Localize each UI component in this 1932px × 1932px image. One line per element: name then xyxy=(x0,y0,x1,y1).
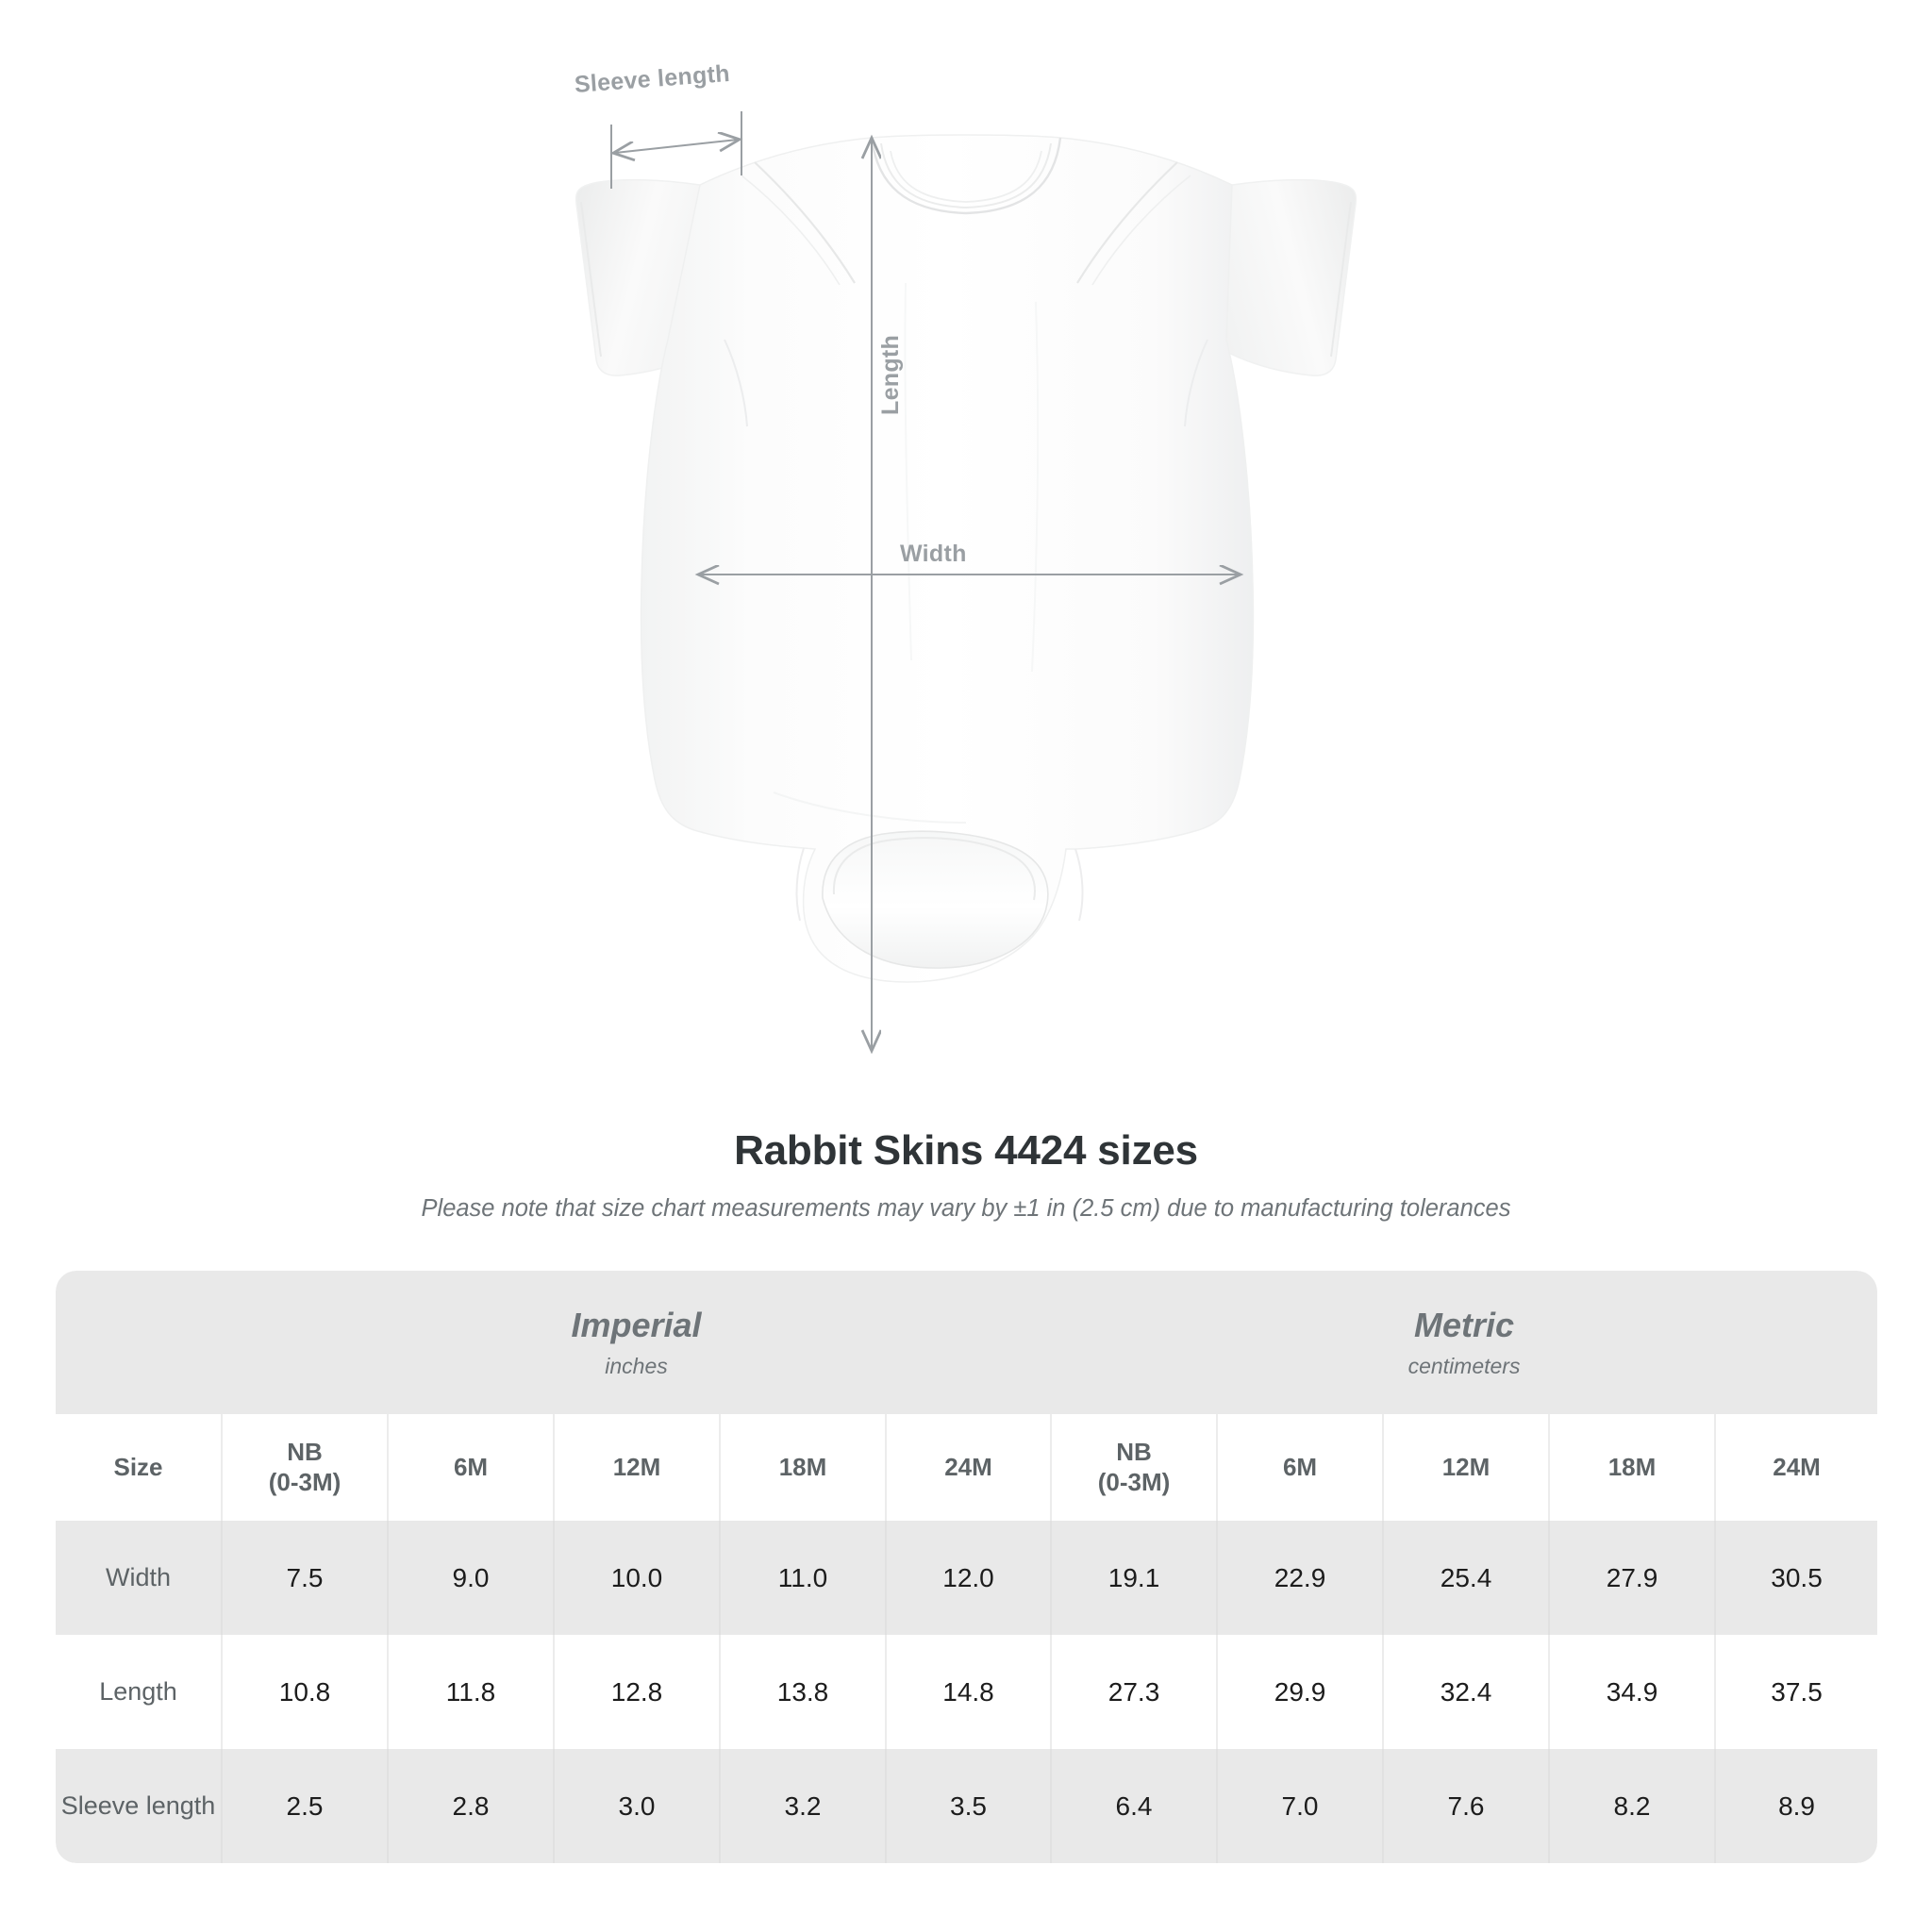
unit-banner-spacer xyxy=(56,1271,222,1414)
right-sleeve-hem xyxy=(1330,201,1352,358)
unit-system-name-metric: Metric xyxy=(1414,1305,1515,1344)
cell-length-imperial-24m: 14.8 xyxy=(884,1635,1052,1749)
right-armhole-seam xyxy=(1184,339,1208,427)
cell-sleeve-imperial-18m: 3.2 xyxy=(719,1749,886,1863)
size-label-line2: (0-3M) xyxy=(1097,1467,1171,1496)
cell-width-metric-18m: 27.9 xyxy=(1548,1521,1716,1635)
right-lap-shoulder-fold xyxy=(1091,175,1191,286)
cell-sleeve-metric-6m: 7.0 xyxy=(1216,1749,1384,1863)
column-header-imperial-12m: 12M xyxy=(553,1414,720,1521)
size-header-row: Size NB (0-3M) 6M 12M 18M 24M NB (0-3M) … xyxy=(56,1414,1878,1521)
cell-sleeve-metric-18m: 8.2 xyxy=(1548,1749,1716,1863)
unit-system-banner-row: Imperial inches Metric centimeters xyxy=(56,1271,1878,1414)
fabric-fold-2 xyxy=(1031,301,1040,673)
cell-length-imperial-nb: 10.8 xyxy=(221,1635,388,1749)
size-label-line1: NB xyxy=(1116,1437,1152,1466)
row-header-width: Width xyxy=(56,1521,222,1635)
column-header-metric-nb: NB (0-3M) xyxy=(1050,1414,1218,1521)
cell-width-imperial-nb: 7.5 xyxy=(221,1521,388,1635)
torso xyxy=(640,134,1255,983)
unit-group-metric: Metric centimeters xyxy=(1051,1271,1878,1414)
column-header-imperial-6m: 6M xyxy=(387,1414,554,1521)
collar-outer xyxy=(870,137,1062,215)
column-header-imperial-24m: 24M xyxy=(884,1414,1052,1521)
column-header-metric-6m: 6M xyxy=(1216,1414,1384,1521)
snap-flap-stitch xyxy=(832,837,1036,901)
cell-sleeve-metric-24m: 8.9 xyxy=(1714,1749,1878,1863)
left-leg-opening xyxy=(795,847,805,922)
size-label-line1: NB xyxy=(287,1437,323,1466)
cell-width-imperial-6m: 9.0 xyxy=(387,1521,554,1635)
cell-length-metric-6m: 29.9 xyxy=(1216,1635,1384,1749)
cell-width-imperial-18m: 11.0 xyxy=(719,1521,886,1635)
size-label-line2: (0-3M) xyxy=(268,1467,341,1496)
cell-sleeve-metric-12m: 7.6 xyxy=(1382,1749,1550,1863)
row-header-sleeve-length: Sleeve length xyxy=(56,1749,222,1863)
right-leg-opening xyxy=(1074,848,1084,922)
column-header-metric-24m: 24M xyxy=(1714,1414,1878,1521)
length-guide-label: Length xyxy=(877,334,904,415)
cell-width-imperial-12m: 10.0 xyxy=(553,1521,720,1635)
size-table-container: Imperial inches Metric centimeters Size … xyxy=(56,1271,1878,1863)
cell-width-metric-nb: 19.1 xyxy=(1050,1521,1218,1635)
cell-sleeve-imperial-12m: 3.0 xyxy=(553,1749,720,1863)
right-lap-shoulder-seam xyxy=(1076,161,1178,284)
fabric-fold-1 xyxy=(904,282,912,661)
cell-length-imperial-12m: 12.8 xyxy=(553,1635,720,1749)
page-title: Rabbit Skins 4424 sizes xyxy=(734,1127,1198,1174)
cell-width-metric-24m: 30.5 xyxy=(1714,1521,1878,1635)
table-row: Width 7.5 9.0 10.0 11.0 12.0 19.1 22.9 2… xyxy=(56,1521,1878,1635)
cell-width-metric-6m: 22.9 xyxy=(1216,1521,1384,1635)
column-header-metric-18m: 18M xyxy=(1548,1414,1716,1521)
cell-length-imperial-18m: 13.8 xyxy=(719,1635,886,1749)
cell-sleeve-imperial-6m: 2.8 xyxy=(387,1749,554,1863)
unit-name-metric: centimeters xyxy=(1407,1354,1521,1379)
cell-sleeve-metric-nb: 6.4 xyxy=(1050,1749,1218,1863)
measurement-guides xyxy=(611,111,1239,1049)
column-header-metric-12m: 12M xyxy=(1382,1414,1550,1521)
cell-length-metric-18m: 34.9 xyxy=(1548,1635,1716,1749)
table-row: Sleeve length 2.5 2.8 3.0 3.2 3.5 6.4 7.… xyxy=(56,1749,1878,1863)
garment-illustration: Sleeve length Length Width xyxy=(574,60,1357,1104)
cell-sleeve-imperial-nb: 2.5 xyxy=(221,1749,388,1863)
collar-rib xyxy=(890,150,1042,203)
unit-system-name-imperial: Imperial xyxy=(571,1305,702,1344)
left-sleeve-hem xyxy=(580,201,602,358)
table-row: Length 10.8 11.8 12.8 13.8 14.8 27.3 29.… xyxy=(56,1635,1878,1749)
cell-length-imperial-6m: 11.8 xyxy=(387,1635,554,1749)
bodysuit-diagram xyxy=(575,111,1357,1104)
sleeve-length-arrow xyxy=(615,140,738,153)
cell-width-imperial-24m: 12.0 xyxy=(884,1521,1052,1635)
row-header-length: Length xyxy=(56,1635,222,1749)
cell-sleeve-imperial-24m: 3.5 xyxy=(884,1749,1052,1863)
cell-length-metric-nb: 27.3 xyxy=(1050,1635,1218,1749)
cell-length-metric-24m: 37.5 xyxy=(1714,1635,1878,1749)
collar-inner xyxy=(880,142,1052,209)
page-subtitle: Please note that size chart measurements… xyxy=(421,1195,1511,1222)
unit-group-imperial: Imperial inches xyxy=(222,1271,1052,1414)
cell-length-metric-12m: 32.4 xyxy=(1382,1635,1550,1749)
unit-name-imperial: inches xyxy=(605,1354,668,1379)
width-guide-label: Width xyxy=(900,541,967,567)
column-header-size: Size xyxy=(56,1414,222,1521)
title-block: Rabbit Skins 4424 sizes Please note that… xyxy=(0,1127,1932,1223)
left-armhole-seam xyxy=(724,339,748,427)
cell-width-metric-12m: 25.4 xyxy=(1382,1521,1550,1635)
column-header-imperial-18m: 18M xyxy=(719,1414,886,1521)
column-header-imperial-nb: NB (0-3M) xyxy=(221,1414,388,1521)
size-chart-table: Imperial inches Metric centimeters Size … xyxy=(56,1271,1878,1863)
left-lap-shoulder-fold xyxy=(741,175,841,286)
left-lap-shoulder-seam xyxy=(754,161,856,284)
